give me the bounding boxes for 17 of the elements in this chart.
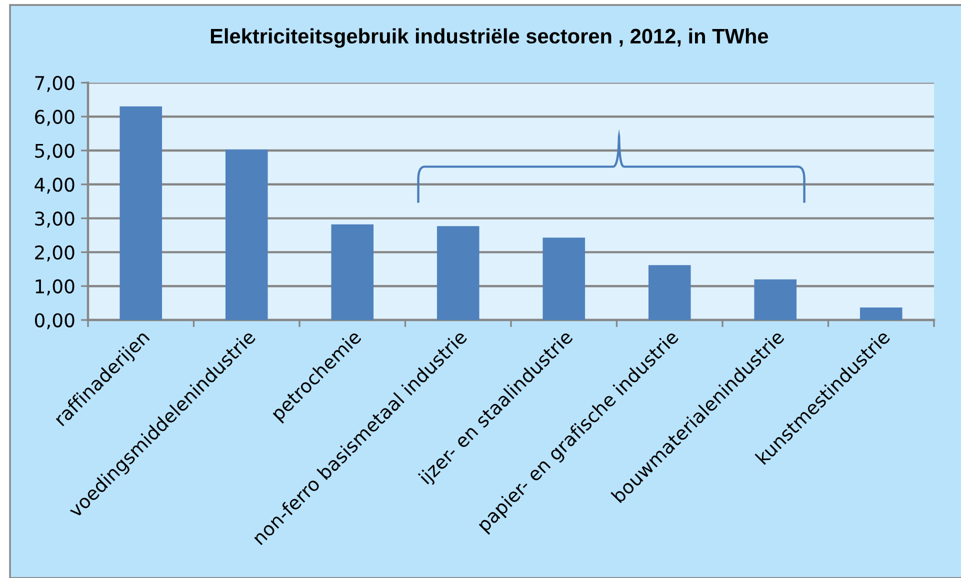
y-tick-label: 1,00 (36, 279, 74, 296)
bar (225, 149, 268, 320)
y-tick-label: 4,00 (34, 178, 74, 194)
y-tick-label: 5,00 (35, 144, 74, 160)
y-tick-label: 0,00 (34, 313, 74, 330)
bar (436, 226, 480, 320)
chart-title: Elektriciteitsgebruik industriële sectoren , 2012, in TWhe (210, 28, 768, 48)
y-tick-label: 6,00 (35, 110, 74, 126)
bar (331, 224, 374, 320)
bar (860, 307, 902, 320)
bar (754, 279, 797, 320)
y-tick-label: 3,00 (35, 212, 74, 228)
bar (648, 265, 691, 320)
y-tick-label: 2,00 (35, 245, 74, 262)
y-tick-label: 7,00 (35, 76, 74, 92)
bar (120, 106, 162, 320)
bar (542, 238, 586, 320)
